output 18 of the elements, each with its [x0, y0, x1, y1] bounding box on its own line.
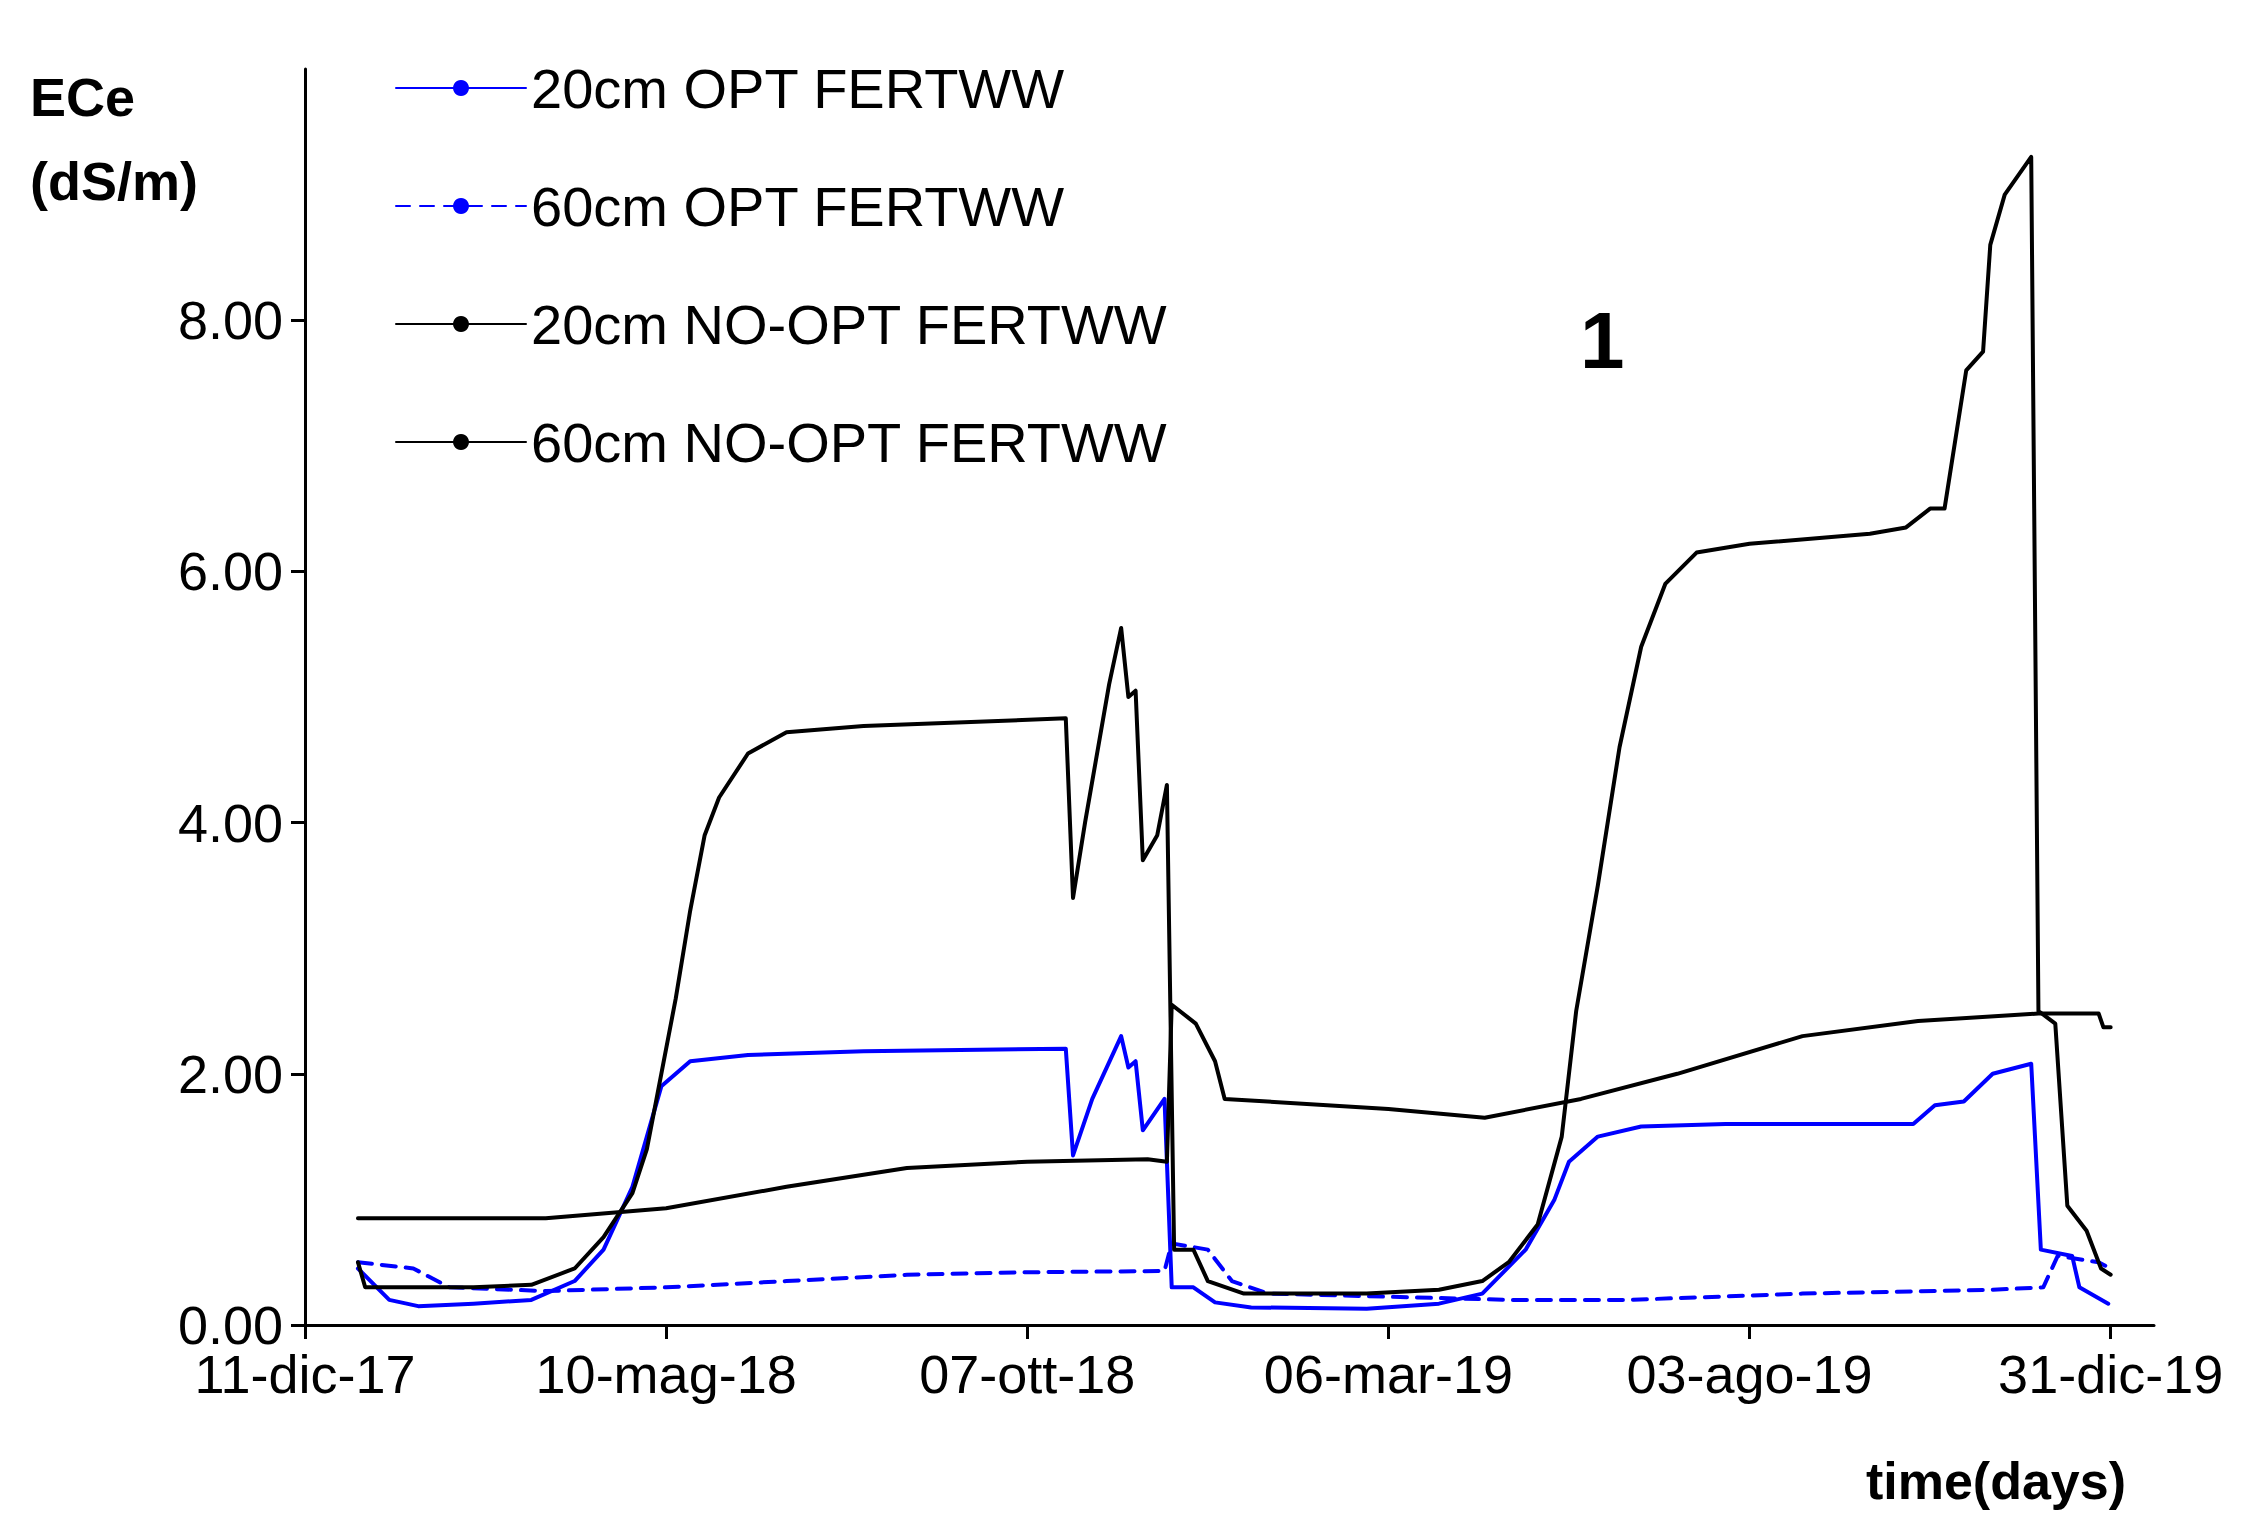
y-tick-label: 4.00	[177, 792, 283, 853]
line-series	[355, 154, 2113, 1296]
line-series	[355, 1034, 2111, 1311]
y-axis-title: ECe (dS/m)	[30, 67, 198, 211]
x-tick-label: 07-ott-18	[919, 1344, 1136, 1404]
legend-label: 60cm NO-OPT FERTWW	[531, 410, 1167, 474]
y-tick-label: 2.00	[177, 1043, 283, 1104]
x-tick-label: 31-dic-19	[1998, 1344, 2224, 1404]
legend-label: 20cm NO-OPT FERTWW	[531, 292, 1167, 356]
legend-label: 20cm OPT FERTWW	[531, 56, 1065, 120]
y-tick-label: 6.00	[177, 541, 283, 602]
legend-label: 60cm OPT FERTWW	[531, 174, 1065, 238]
x-tick-label: 10-mag-18	[535, 1344, 797, 1404]
x-tick-label: 03-ago-19	[1626, 1344, 1873, 1404]
x-axis-title: time(days)	[1865, 1452, 2126, 1510]
x-tick-label: 06-mar-19	[1263, 1344, 1513, 1404]
y-tick-label: 8.00	[177, 290, 283, 351]
annotation: 1	[1580, 295, 1625, 385]
